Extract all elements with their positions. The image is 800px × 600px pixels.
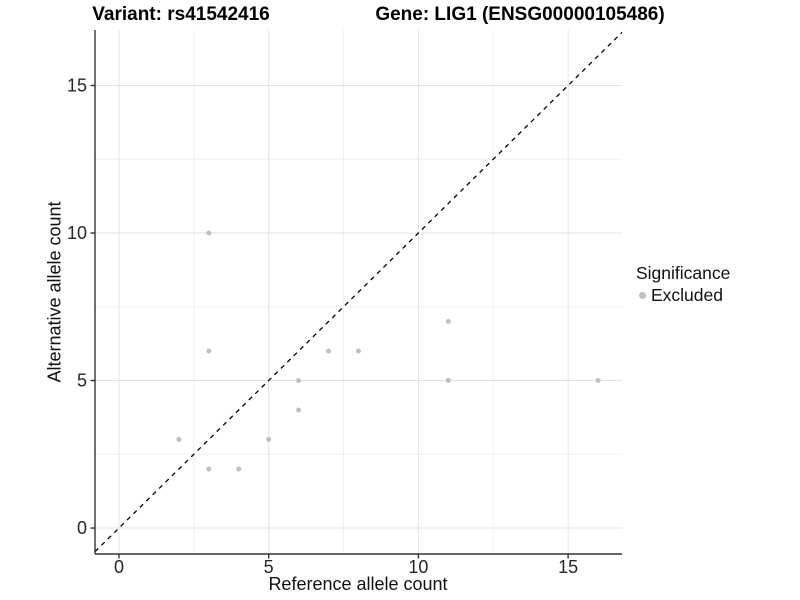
legend: Significance Excluded xyxy=(636,263,730,306)
data-point xyxy=(595,378,601,384)
y-axis-title: Alternative allele count xyxy=(44,201,65,383)
data-point xyxy=(206,466,212,472)
x-tick-label: 10 xyxy=(408,557,428,577)
x-tick-label: 0 xyxy=(114,557,124,577)
legend-title: Significance xyxy=(636,263,731,283)
plot-title-gene: Gene: LIG1 (ENSG00000105486) xyxy=(375,4,665,25)
data-point xyxy=(326,348,332,354)
legend-item-excluded: Excluded xyxy=(636,285,730,306)
data-point xyxy=(296,378,302,384)
data-point xyxy=(445,378,451,384)
x-tick-label: 15 xyxy=(558,557,578,577)
data-point xyxy=(356,348,361,354)
data-point xyxy=(266,437,272,443)
y-tick-label: 10 xyxy=(67,223,87,243)
x-axis-title: Reference allele count xyxy=(268,574,448,594)
data-point xyxy=(176,437,182,443)
legend-item-label: Excluded xyxy=(651,285,723,305)
data-point xyxy=(236,466,242,472)
plot-title-variant: Variant: rs41542416 xyxy=(92,4,270,25)
legend-point-icon xyxy=(639,292,646,299)
data-point xyxy=(296,407,302,413)
data-point xyxy=(445,319,451,325)
y-tick-label: 5 xyxy=(77,371,87,391)
data-point xyxy=(206,230,212,236)
x-tick-label: 5 xyxy=(264,557,274,577)
y-tick-label: 0 xyxy=(77,518,87,538)
data-point xyxy=(206,348,212,354)
y-tick-label: 15 xyxy=(67,75,87,95)
identity-reference-line xyxy=(94,31,623,553)
